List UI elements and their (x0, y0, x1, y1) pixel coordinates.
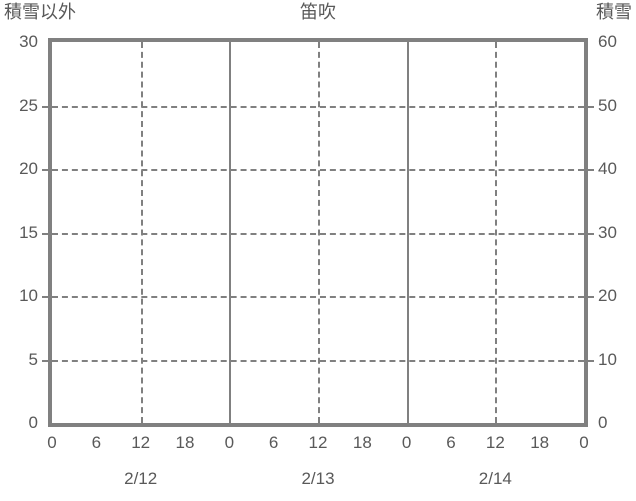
y-axis-tick-label-left: 5 (28, 349, 38, 369)
x-axis-tick-label-hour: 12 (131, 433, 151, 452)
y-axis-tick-label-right: 60 (598, 32, 617, 51)
gridline-vertical-midday (318, 42, 320, 423)
tick-mark-right-axis (588, 169, 594, 171)
x-axis-date-label: 2/12 (124, 469, 158, 488)
x-axis-tick-label-hour: 0 (401, 433, 412, 452)
x-axis-tick-label-hour: 6 (446, 433, 456, 452)
tick-mark-right-axis (588, 232, 594, 235)
gridline-vertical-midday (495, 42, 498, 423)
tick-mark-left-axis (42, 359, 48, 362)
x-axis-tick-label-hour: 0 (47, 433, 57, 452)
x-axis-tick-label-hour: 0 (579, 433, 589, 452)
x-axis-tick-label-hour: 18 (175, 433, 195, 452)
y-axis-tick-label-left: 10 (19, 286, 38, 305)
tick-mark-right-axis (588, 105, 594, 108)
y-axis-tick-label-right: 10 (598, 349, 617, 369)
x-axis-tick-label-hour: 12 (308, 433, 328, 452)
x-axis-tick-label-hour: 18 (352, 433, 372, 452)
gridline-vertical-day-boundary (229, 42, 232, 423)
y-axis-tick-label-left: 30 (19, 32, 38, 51)
y-axis-tick-label-left: 15 (19, 222, 38, 242)
x-axis-tick-label-hour: 12 (485, 433, 505, 452)
x-axis-tick-label-hour: 6 (91, 433, 102, 452)
tick-mark-left-axis (42, 105, 48, 108)
x-axis-date-label: 2/14 (478, 469, 512, 488)
y-axis-tick-label-left: 0 (28, 413, 38, 432)
left-axis-title: 積雪以外 (4, 2, 76, 22)
plot-area (48, 38, 588, 427)
tick-mark-right-axis (588, 359, 594, 362)
tick-mark-left-axis (42, 296, 48, 298)
chart-title: 笛吹 (300, 2, 336, 22)
x-axis-date-label: 2/13 (301, 469, 335, 488)
x-axis-tick-label-hour: 6 (268, 433, 279, 452)
tick-mark-left-axis (42, 169, 48, 171)
y-axis-tick-label-right: 20 (598, 286, 617, 305)
y-axis-tick-label-left: 20 (19, 159, 38, 178)
gridline-vertical-midday (140, 42, 143, 423)
tick-mark-right-axis (588, 296, 594, 298)
tick-mark-left-axis (42, 232, 48, 235)
x-axis-tick-label-hour: 0 (224, 433, 235, 452)
y-axis-tick-label-right: 30 (598, 222, 617, 242)
y-axis-tick-label-right: 40 (598, 159, 617, 178)
x-axis-tick-label-hour: 18 (530, 433, 550, 452)
y-axis-tick-label-right: 0 (598, 413, 608, 432)
y-axis-tick-label-right: 50 (598, 95, 617, 115)
gridline-vertical-day-boundary (406, 42, 409, 423)
plot-inner (52, 42, 584, 423)
right-axis-title: 積雪 (596, 2, 632, 22)
y-axis-tick-label-left: 25 (19, 95, 38, 115)
